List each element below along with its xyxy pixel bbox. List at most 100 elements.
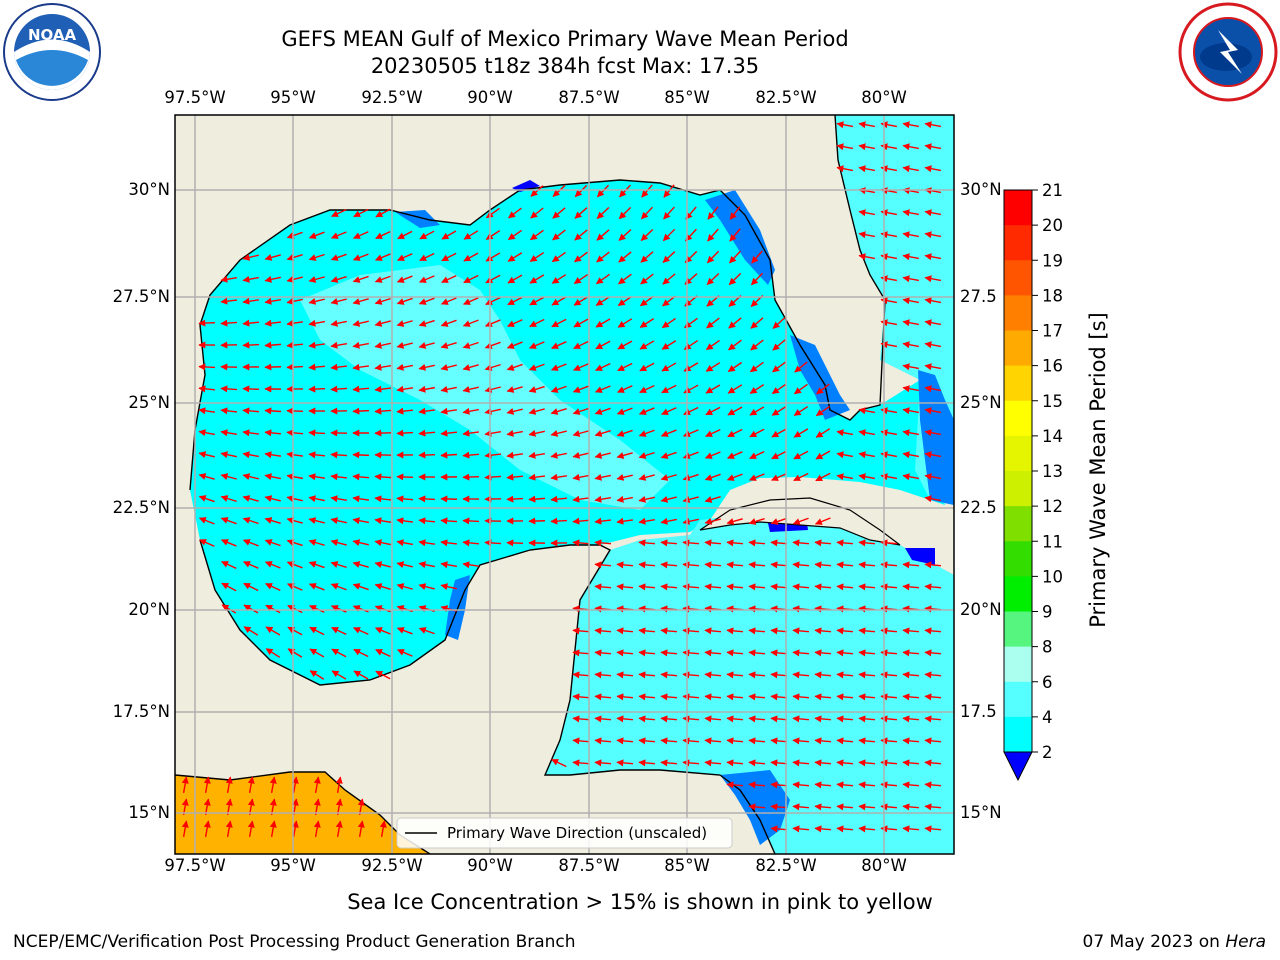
wave-arrow — [507, 229, 522, 241]
wave-arrow — [924, 319, 942, 327]
wave-arrow — [594, 671, 612, 679]
wave-arrow — [815, 472, 831, 482]
wave-arrow — [352, 473, 370, 481]
wave-arrow — [770, 671, 788, 679]
wave-arrow — [198, 517, 215, 525]
wave-arrow — [616, 583, 634, 591]
wave-arrow — [750, 339, 764, 351]
wave-arrow — [616, 407, 633, 415]
wave-arrow — [682, 649, 700, 657]
wave-arrow — [198, 385, 216, 393]
wave-arrow — [528, 451, 546, 459]
wave-arrow — [924, 209, 942, 217]
wave-arrow — [682, 429, 699, 437]
wave-arrow — [573, 340, 589, 350]
wave-arrow — [529, 318, 545, 328]
wave-arrow — [330, 451, 348, 459]
wave-arrow — [506, 407, 523, 415]
lon-tick-bottom: 97.5°W — [164, 856, 226, 875]
wave-arrow — [749, 361, 764, 373]
wave-arrow — [462, 385, 479, 393]
wave-arrow — [330, 319, 347, 327]
wave-arrow — [902, 737, 920, 745]
wave-arrow — [352, 385, 370, 393]
wave-arrow — [639, 295, 654, 307]
wave-arrow — [902, 385, 920, 393]
wave-arrow — [792, 517, 809, 525]
wave-arrow — [793, 383, 808, 395]
wave-arrow — [331, 626, 347, 636]
wave-arrow — [902, 209, 920, 217]
wave-arrow — [286, 254, 303, 261]
wave-arrow — [418, 275, 435, 283]
wave-arrow — [286, 583, 303, 591]
wave-arrow — [551, 251, 566, 263]
colorbar-tick-label: 21 — [1042, 181, 1063, 200]
wave-arrow — [551, 758, 567, 768]
wave-arrow — [352, 319, 369, 327]
wave-arrow — [792, 583, 810, 591]
wave-arrow — [396, 495, 414, 503]
wave-arrow — [396, 627, 413, 635]
wave-arrow — [661, 362, 677, 372]
wave-arrow — [308, 451, 326, 459]
wave-arrow — [291, 820, 299, 838]
wave-arrow — [924, 693, 942, 701]
wave-arrow — [770, 693, 788, 701]
wave-arrow — [902, 473, 920, 481]
colorbar-tick-label: 11 — [1042, 532, 1063, 551]
wave-arrow — [748, 561, 766, 569]
wave-arrow — [198, 319, 216, 327]
colorbar-tick-label: 15 — [1042, 392, 1063, 411]
wave-arrow — [463, 274, 479, 284]
wave-arrow — [396, 320, 413, 327]
wave-arrow — [440, 561, 458, 569]
wave-arrow — [242, 275, 259, 283]
wave-arrow — [286, 363, 304, 371]
wave-arrow — [374, 407, 392, 415]
wave-arrow — [638, 715, 656, 723]
wave-arrow — [640, 228, 654, 242]
wave-arrow — [286, 231, 303, 239]
wave-arrow — [770, 737, 788, 745]
wave-arrow — [748, 627, 766, 635]
wave-arrow — [379, 820, 387, 838]
wave-arrow — [374, 495, 392, 503]
wave-arrow — [331, 648, 347, 658]
wave-arrow — [375, 670, 391, 680]
wave-arrow — [335, 776, 343, 794]
wave-arrow — [770, 517, 787, 525]
colorbar-tick-label: 9 — [1042, 603, 1053, 622]
lon-tick-top: 85°W — [664, 88, 710, 107]
graticule — [175, 115, 954, 854]
wave-arrow — [353, 627, 369, 635]
wave-arrow — [485, 296, 501, 306]
wave-arrow — [550, 517, 568, 525]
wave-arrow — [308, 341, 326, 349]
wave-arrow — [816, 383, 830, 395]
wave-arrow — [616, 517, 634, 525]
wave-arrow — [618, 206, 632, 220]
wave-arrow — [286, 517, 303, 524]
wave-arrow — [595, 318, 611, 328]
wave-arrow — [617, 295, 633, 307]
wave-arrow — [639, 362, 655, 372]
wave-arrow — [594, 759, 612, 767]
wave-arrow — [660, 759, 678, 767]
wave-arrow — [704, 649, 722, 657]
wave-arrow — [264, 341, 282, 349]
wave-arrow — [771, 383, 786, 395]
wave-arrow — [594, 429, 611, 437]
wave-arrow — [836, 429, 854, 437]
wave-arrow — [594, 385, 611, 393]
wave-arrow — [836, 561, 854, 569]
wave-arrow — [352, 495, 370, 503]
wave-arrow — [352, 298, 369, 305]
wave-arrow — [836, 451, 854, 459]
wave-arrow — [660, 737, 678, 745]
wave-arrow — [770, 759, 788, 767]
wave-arrow — [397, 649, 413, 657]
wave-arrow — [572, 473, 589, 481]
wave-arrow — [638, 407, 655, 415]
wave-arrow — [418, 495, 436, 503]
